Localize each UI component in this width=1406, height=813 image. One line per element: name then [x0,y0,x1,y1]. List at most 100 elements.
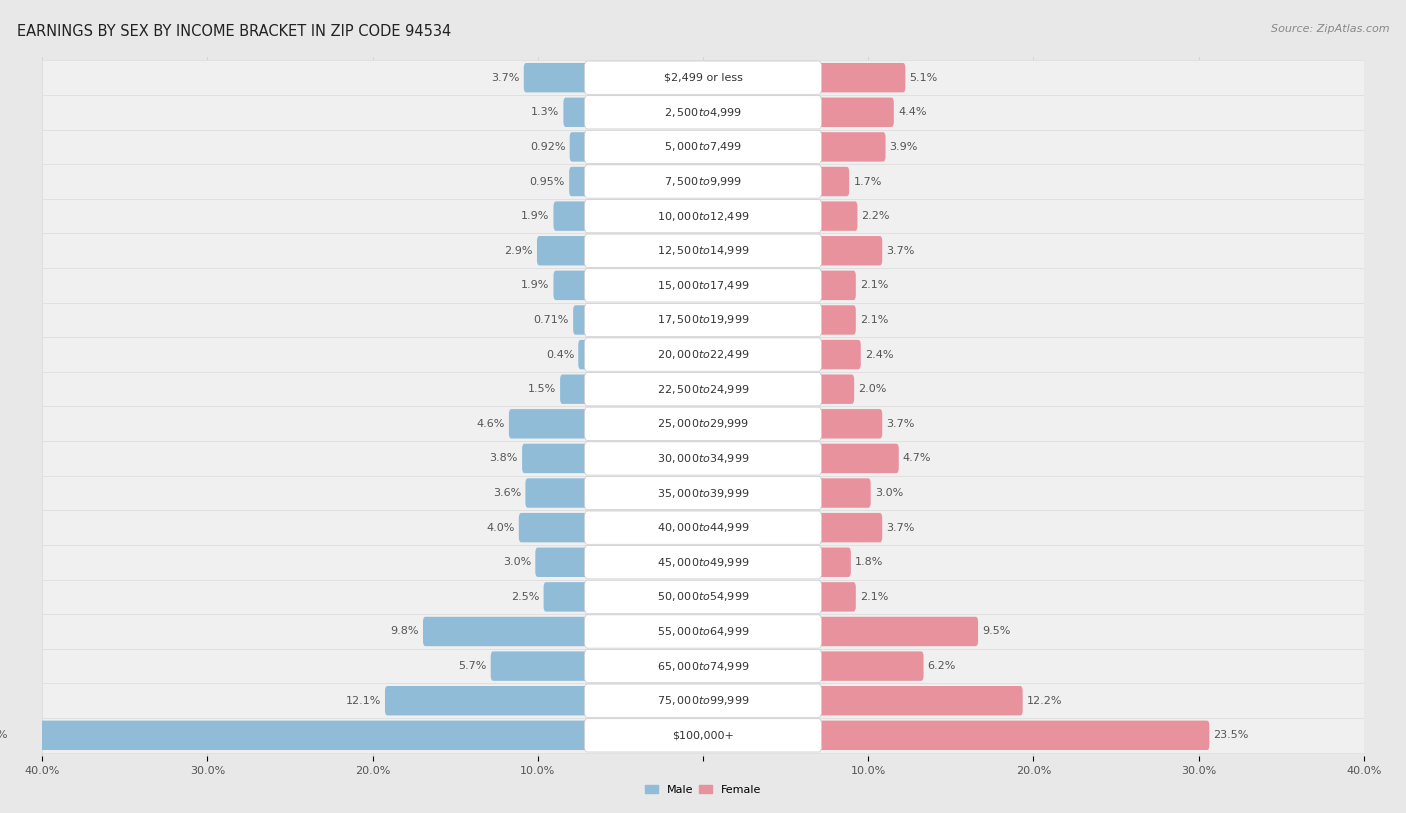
FancyBboxPatch shape [526,478,591,508]
FancyBboxPatch shape [585,684,821,717]
FancyBboxPatch shape [815,63,905,93]
FancyBboxPatch shape [42,614,1364,649]
FancyBboxPatch shape [560,375,591,404]
FancyBboxPatch shape [554,271,591,300]
FancyBboxPatch shape [585,234,821,267]
Text: 2.5%: 2.5% [510,592,540,602]
FancyBboxPatch shape [42,60,1364,95]
FancyBboxPatch shape [537,236,591,266]
FancyBboxPatch shape [585,580,821,614]
FancyBboxPatch shape [42,337,1364,372]
Text: $75,000 to $99,999: $75,000 to $99,999 [657,694,749,707]
FancyBboxPatch shape [585,441,821,475]
Text: 1.8%: 1.8% [855,557,883,567]
Text: 3.8%: 3.8% [489,454,517,463]
FancyBboxPatch shape [585,546,821,579]
FancyBboxPatch shape [585,130,821,163]
FancyBboxPatch shape [585,719,821,752]
Text: 1.7%: 1.7% [853,176,882,186]
FancyBboxPatch shape [815,167,849,196]
Text: $20,000 to $22,499: $20,000 to $22,499 [657,348,749,361]
FancyBboxPatch shape [585,476,821,510]
FancyBboxPatch shape [564,98,591,127]
Text: 2.9%: 2.9% [505,246,533,256]
FancyBboxPatch shape [585,165,821,198]
FancyBboxPatch shape [569,167,591,196]
Text: 9.8%: 9.8% [391,627,419,637]
Text: $15,000 to $17,499: $15,000 to $17,499 [657,279,749,292]
Text: $22,500 to $24,999: $22,500 to $24,999 [657,383,749,396]
FancyBboxPatch shape [578,340,591,369]
FancyBboxPatch shape [554,202,591,231]
FancyBboxPatch shape [42,95,1364,129]
Text: 2.4%: 2.4% [865,350,893,359]
FancyBboxPatch shape [585,650,821,683]
FancyBboxPatch shape [585,615,821,648]
FancyBboxPatch shape [815,236,882,266]
FancyBboxPatch shape [536,547,591,577]
FancyBboxPatch shape [585,199,821,233]
Text: $10,000 to $12,499: $10,000 to $12,499 [657,210,749,223]
FancyBboxPatch shape [42,199,1364,233]
FancyBboxPatch shape [509,409,591,438]
FancyBboxPatch shape [815,409,882,438]
FancyBboxPatch shape [519,513,591,542]
Text: 6.2%: 6.2% [928,661,956,671]
FancyBboxPatch shape [42,545,1364,580]
Text: $2,500 to $4,999: $2,500 to $4,999 [664,106,742,119]
FancyBboxPatch shape [585,511,821,544]
FancyBboxPatch shape [585,269,821,302]
FancyBboxPatch shape [815,547,851,577]
Text: 5.1%: 5.1% [910,72,938,83]
Text: $100,000+: $100,000+ [672,730,734,741]
FancyBboxPatch shape [544,582,591,611]
FancyBboxPatch shape [815,340,860,369]
Text: $5,000 to $7,499: $5,000 to $7,499 [664,141,742,154]
Text: 2.1%: 2.1% [860,315,889,325]
FancyBboxPatch shape [585,372,821,406]
Text: 2.1%: 2.1% [860,280,889,290]
Text: 5.7%: 5.7% [458,661,486,671]
Text: $65,000 to $74,999: $65,000 to $74,999 [657,659,749,672]
Text: 0.71%: 0.71% [534,315,569,325]
Text: 1.9%: 1.9% [522,211,550,221]
Text: 12.1%: 12.1% [346,696,381,706]
Text: 4.0%: 4.0% [486,523,515,533]
Text: $25,000 to $29,999: $25,000 to $29,999 [657,417,749,430]
FancyBboxPatch shape [585,61,821,94]
FancyBboxPatch shape [42,649,1364,684]
Text: 2.0%: 2.0% [858,385,887,394]
FancyBboxPatch shape [815,202,858,231]
FancyBboxPatch shape [42,233,1364,268]
FancyBboxPatch shape [815,133,886,162]
FancyBboxPatch shape [585,303,821,337]
Text: EARNINGS BY SEX BY INCOME BRACKET IN ZIP CODE 94534: EARNINGS BY SEX BY INCOME BRACKET IN ZIP… [17,24,451,39]
FancyBboxPatch shape [815,271,856,300]
FancyBboxPatch shape [815,582,856,611]
Text: 3.0%: 3.0% [875,488,903,498]
FancyBboxPatch shape [585,96,821,129]
FancyBboxPatch shape [815,444,898,473]
FancyBboxPatch shape [42,129,1364,164]
Text: 34.7%: 34.7% [0,730,7,741]
Text: $7,500 to $9,999: $7,500 to $9,999 [664,175,742,188]
Legend: Male, Female: Male, Female [640,780,766,799]
FancyBboxPatch shape [42,684,1364,718]
Text: 9.5%: 9.5% [983,627,1011,637]
FancyBboxPatch shape [815,513,882,542]
FancyBboxPatch shape [42,302,1364,337]
FancyBboxPatch shape [574,305,591,335]
Text: 3.6%: 3.6% [494,488,522,498]
FancyBboxPatch shape [42,476,1364,511]
Text: $50,000 to $54,999: $50,000 to $54,999 [657,590,749,603]
FancyBboxPatch shape [524,63,591,93]
Text: 1.5%: 1.5% [527,385,555,394]
Text: 1.9%: 1.9% [522,280,550,290]
Text: $30,000 to $34,999: $30,000 to $34,999 [657,452,749,465]
Text: 4.6%: 4.6% [477,419,505,428]
Text: 23.5%: 23.5% [1213,730,1249,741]
Text: 3.7%: 3.7% [886,419,915,428]
FancyBboxPatch shape [815,617,979,646]
Text: 2.1%: 2.1% [860,592,889,602]
FancyBboxPatch shape [385,686,591,715]
